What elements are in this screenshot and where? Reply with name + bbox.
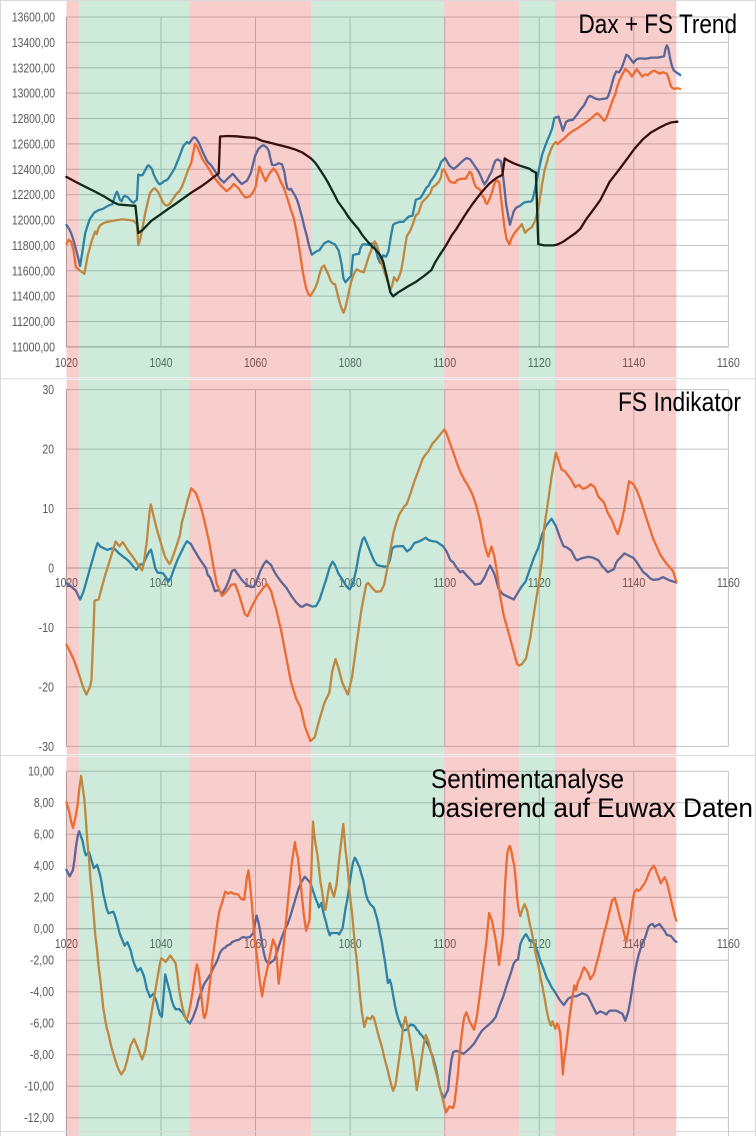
svg-text:1020: 1020 [55,355,78,370]
svg-text:FS Indikator: FS Indikator [618,387,741,417]
svg-text:12200,00: 12200,00 [12,187,55,202]
svg-text:13600,00: 13600,00 [12,10,55,25]
svg-text:1120: 1120 [528,355,551,370]
svg-text:-10: -10 [39,620,55,635]
svg-text:2,00: 2,00 [34,890,54,905]
svg-text:20: 20 [43,442,55,457]
svg-text:-8,00: -8,00 [30,1047,54,1062]
svg-text:0: 0 [48,561,54,576]
svg-text:12800,00: 12800,00 [12,111,55,126]
svg-text:-20: -20 [39,679,55,694]
svg-text:1140: 1140 [622,575,645,590]
svg-text:11200,00: 11200,00 [12,314,55,329]
svg-text:-12,00: -12,00 [24,1110,54,1125]
svg-text:4,00: 4,00 [34,858,54,873]
svg-text:12600,00: 12600,00 [12,136,55,151]
svg-text:1100: 1100 [433,355,456,370]
svg-text:1020: 1020 [55,936,78,951]
svg-text:1080: 1080 [339,575,362,590]
svg-text:1160: 1160 [717,936,740,951]
svg-text:1140: 1140 [622,355,645,370]
svg-text:1040: 1040 [150,936,173,951]
svg-text:1080: 1080 [339,355,362,370]
svg-text:basierend auf Euwax Daten: basierend auf Euwax Daten [431,793,753,823]
svg-text:1100: 1100 [433,936,456,951]
svg-text:11400,00: 11400,00 [12,289,55,304]
svg-text:30: 30 [43,382,55,397]
svg-text:-6,00: -6,00 [30,1016,54,1031]
svg-text:-4,00: -4,00 [30,984,54,999]
svg-text:12000,00: 12000,00 [12,213,55,228]
svg-text:11800,00: 11800,00 [12,238,55,253]
svg-text:1160: 1160 [717,355,740,370]
svg-text:1140: 1140 [622,936,645,951]
svg-text:10: 10 [43,501,55,516]
svg-text:0,00: 0,00 [34,921,54,936]
svg-text:1100: 1100 [433,575,456,590]
svg-text:1160: 1160 [717,575,740,590]
svg-text:-30: -30 [39,739,55,754]
svg-text:6,00: 6,00 [34,827,54,842]
svg-text:-2,00: -2,00 [30,953,54,968]
svg-text:13000,00: 13000,00 [12,86,55,101]
svg-text:11600,00: 11600,00 [12,263,55,278]
svg-text:1060: 1060 [244,355,267,370]
svg-text:11000,00: 11000,00 [12,339,55,354]
svg-text:13400,00: 13400,00 [12,35,55,50]
svg-text:-10,00: -10,00 [24,1079,54,1094]
svg-text:8,00: 8,00 [34,795,54,810]
svg-text:13200,00: 13200,00 [12,60,55,75]
svg-text:Sentimentanalyse: Sentimentanalyse [431,764,624,794]
svg-text:1040: 1040 [150,355,173,370]
svg-text:Dax + FS Trend: Dax + FS Trend [579,9,738,39]
svg-text:10,00: 10,00 [28,764,54,779]
svg-text:12400,00: 12400,00 [12,162,55,177]
